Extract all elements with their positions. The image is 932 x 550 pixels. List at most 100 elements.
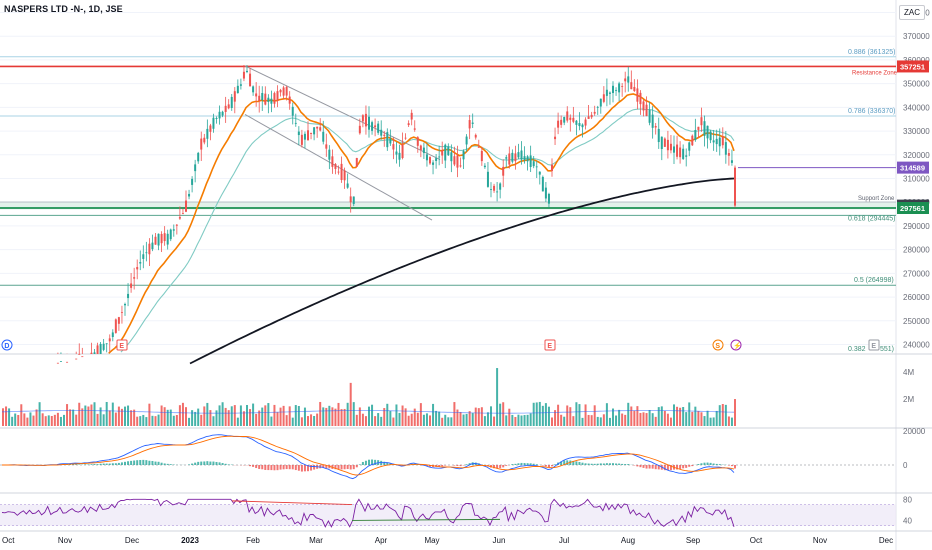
volume-bar xyxy=(66,404,69,426)
volume-bar xyxy=(203,406,206,426)
volume-bar xyxy=(499,403,502,426)
volume-bar xyxy=(282,405,285,426)
candle-body xyxy=(608,92,611,94)
volume-bar xyxy=(325,407,328,426)
candle-body xyxy=(651,114,654,128)
macd-hist-bar xyxy=(584,463,587,465)
candle-body xyxy=(444,144,447,161)
macd-hist-bar xyxy=(349,465,352,470)
candle-body xyxy=(233,91,236,102)
macd-hist-bar xyxy=(227,464,230,465)
macd-hist-bar xyxy=(669,465,672,471)
macd-hist-bar xyxy=(294,465,297,471)
candle-body xyxy=(188,193,191,197)
rsi-line xyxy=(1,498,735,528)
volume-bar xyxy=(557,404,560,426)
macd-hist-bar xyxy=(160,462,163,465)
volume-bar xyxy=(502,402,505,426)
price-axis-badges: 357251314589298563297561 xyxy=(897,60,929,215)
candle-body xyxy=(541,176,544,192)
volume-bar xyxy=(691,411,694,426)
volume-bar xyxy=(407,415,410,426)
volume-bar xyxy=(346,402,349,426)
candle-body xyxy=(578,123,581,127)
volume-bar xyxy=(310,414,313,426)
volume-bar xyxy=(26,417,29,426)
candle-body xyxy=(691,135,694,146)
candle-body xyxy=(721,136,724,146)
candle-body xyxy=(267,97,270,102)
volume-bar xyxy=(20,404,23,426)
candle-body xyxy=(75,358,78,360)
macd-line xyxy=(2,434,735,480)
macd-hist-bar xyxy=(133,460,136,465)
macd-hist-bar xyxy=(425,465,428,467)
macd-hist-bar xyxy=(139,459,142,465)
volume-bar xyxy=(441,417,444,426)
candle-body xyxy=(730,160,733,163)
price-tick-label: 280000 xyxy=(903,246,930,255)
volume-bar xyxy=(361,413,364,426)
news-marker[interactable]: ⚡ xyxy=(730,339,742,351)
macd-hist-bar xyxy=(364,460,367,465)
earnings-marker-3[interactable]: E xyxy=(868,339,880,351)
volume-bar xyxy=(352,402,355,426)
level-annotations: Resistance Zone Support Zone 0.886 (361325… xyxy=(848,49,898,353)
currency-button[interactable]: ZAC xyxy=(899,5,925,20)
candle-body xyxy=(343,170,346,181)
volume-bar xyxy=(261,407,264,426)
macd-hist-bar xyxy=(203,461,206,465)
volume-bar xyxy=(377,413,380,426)
split-marker[interactable]: S xyxy=(712,339,724,351)
candle-body xyxy=(459,165,462,167)
fib-0382-value: 551) xyxy=(880,346,894,353)
macd-hist-bar xyxy=(252,465,255,467)
volume-bar xyxy=(23,413,26,426)
macd-hist-bar xyxy=(502,465,505,468)
volume-bar xyxy=(422,414,425,426)
event-markers: D E E S ⚡ E xyxy=(1,339,880,351)
price-tick-label: 350000 xyxy=(903,80,930,89)
volume-bar xyxy=(285,415,288,426)
volume-bar xyxy=(148,403,151,426)
earnings-marker-1[interactable]: E xyxy=(116,339,128,351)
candle-body xyxy=(560,119,563,125)
candle-body xyxy=(200,138,203,150)
macd-hist-bar xyxy=(84,464,87,465)
candle-body xyxy=(136,267,139,270)
volume-bar xyxy=(657,407,660,426)
volume-bar xyxy=(483,416,486,426)
volume-bar xyxy=(319,401,322,426)
candle-body xyxy=(337,171,340,173)
volume-bars xyxy=(2,368,736,426)
rsi-divergence-red xyxy=(231,500,353,506)
candle-body xyxy=(380,129,383,136)
earnings-marker-2[interactable]: E xyxy=(544,339,556,351)
macd-hist-bar xyxy=(657,465,660,470)
volume-bar xyxy=(526,414,529,426)
volume-bar xyxy=(72,409,75,426)
candle-body xyxy=(642,101,645,111)
macd-hist-bar xyxy=(676,465,679,470)
current-price-badge: 314589 xyxy=(900,164,925,173)
macd-hist-bar xyxy=(267,465,270,471)
candle-body xyxy=(535,166,538,168)
volume-bar xyxy=(642,412,645,426)
volume-bar xyxy=(300,417,303,426)
candle-body xyxy=(111,332,114,338)
volume-bar xyxy=(258,410,261,426)
volume-bar xyxy=(654,416,657,426)
candle-body xyxy=(429,157,431,164)
candle-body xyxy=(145,252,148,254)
candle-body xyxy=(264,93,267,105)
earnings-marker-1-box xyxy=(116,339,128,351)
volume-bar xyxy=(663,410,666,426)
candle-body xyxy=(99,343,102,354)
macd-hist-bar xyxy=(163,463,166,465)
candle-body xyxy=(273,93,276,104)
dividend-marker[interactable]: D xyxy=(1,339,13,351)
volume-bar xyxy=(313,415,316,426)
ema-mid-path xyxy=(120,108,735,353)
macd-hist-bar xyxy=(593,463,596,465)
